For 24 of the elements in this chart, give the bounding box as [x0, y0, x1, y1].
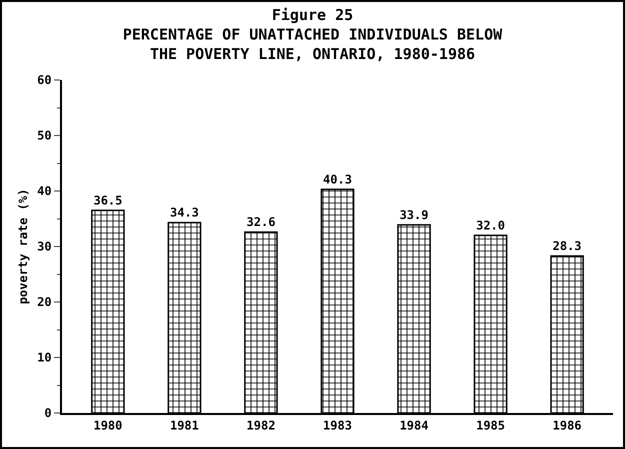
- chart-subtitle: PERCENTAGE OF UNATTACHED INDIVIDUALS BELOW THE POVERTY LINE, ONTARIO, 1980-1986: [122, 25, 504, 63]
- chart-title: Figure 25: [272, 6, 354, 24]
- x-tick-label: 1985: [476, 418, 506, 432]
- data-label: 33.9: [400, 208, 428, 222]
- data-label: 34.3: [170, 206, 199, 220]
- y-tick-label: 30: [37, 240, 52, 254]
- data-label: 36.5: [93, 193, 122, 208]
- x-tick-label: 1986: [552, 418, 582, 432]
- y-axis-title: poverty rate (%): [16, 188, 30, 304]
- data-label: 40.3: [323, 172, 352, 186]
- y-tick-label: 60: [37, 73, 52, 88]
- data-label: 32.6: [246, 215, 276, 230]
- y-tick-label: 50: [37, 128, 52, 143]
- x-tick-label: 1984: [400, 418, 428, 432]
- y-tick-label: 20: [37, 295, 52, 310]
- y-tick-label: 40: [37, 184, 52, 198]
- x-tick-label: 1981: [170, 418, 199, 432]
- x-tick-label: 1983: [323, 418, 352, 432]
- x-tick-label: 1980: [93, 418, 122, 432]
- data-label: 28.3: [552, 238, 582, 253]
- data-label: 32.0: [476, 218, 506, 232]
- x-tick-label: 1982: [246, 418, 276, 432]
- y-tick-label: 10: [37, 350, 52, 365]
- y-tick-label: 0: [44, 406, 52, 420]
